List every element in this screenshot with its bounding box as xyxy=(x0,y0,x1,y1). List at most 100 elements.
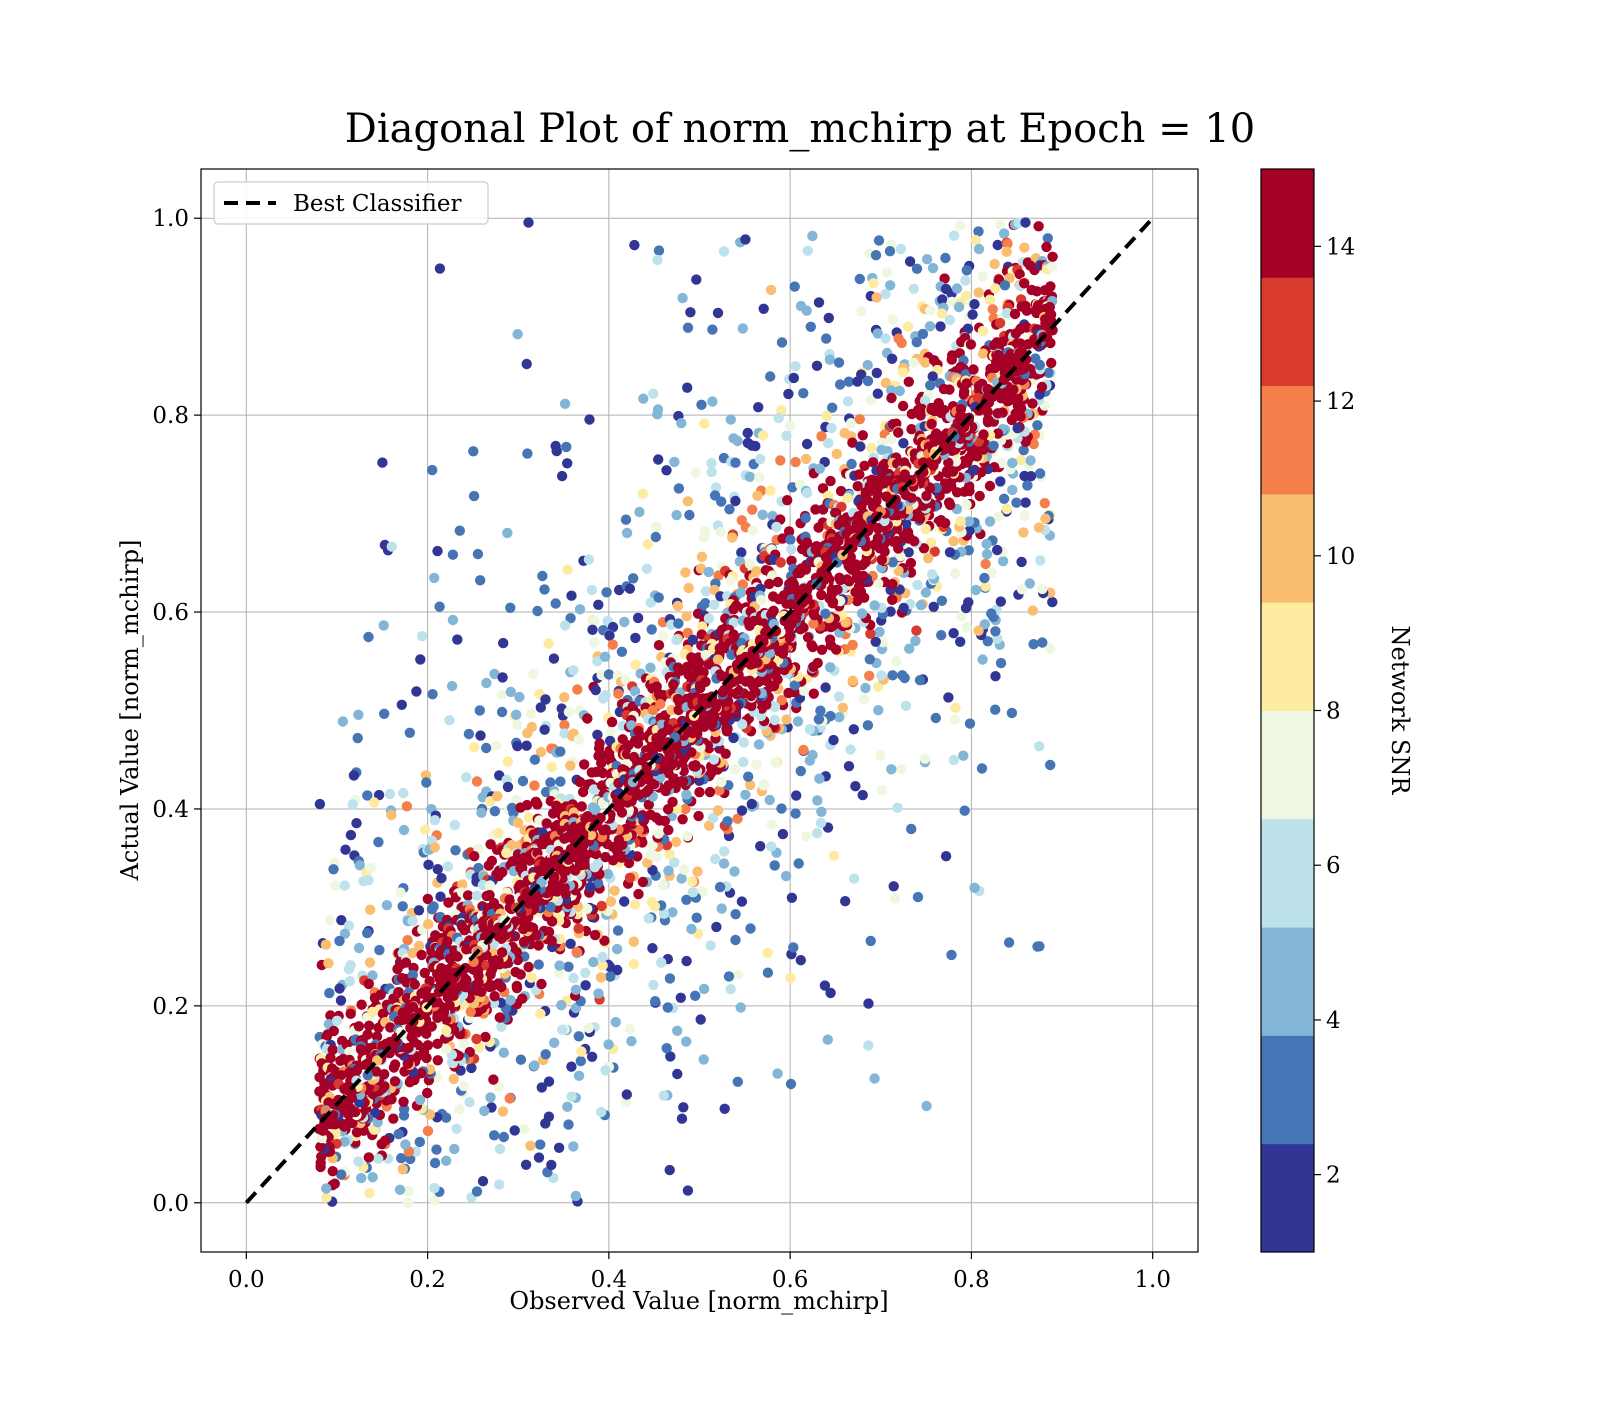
data-point xyxy=(786,544,797,555)
data-point xyxy=(327,1044,338,1056)
data-point xyxy=(566,1061,577,1072)
data-point xyxy=(565,613,576,624)
data-point xyxy=(1034,741,1045,752)
data-point xyxy=(949,714,960,725)
data-point xyxy=(681,1036,692,1047)
data-point xyxy=(721,723,732,734)
data-point xyxy=(790,456,801,468)
data-point xyxy=(786,892,798,903)
data-point xyxy=(997,556,1009,567)
data-point xyxy=(397,1164,408,1175)
data-point xyxy=(1027,605,1039,616)
data-point xyxy=(790,808,801,819)
data-point xyxy=(589,637,600,648)
data-point xyxy=(620,514,632,525)
data-point xyxy=(471,776,483,787)
data-point xyxy=(429,1157,441,1169)
data-point xyxy=(497,672,508,683)
data-point xyxy=(392,963,403,975)
data-point xyxy=(403,1185,414,1197)
data-point xyxy=(523,812,534,823)
data-point xyxy=(816,644,828,655)
data-point xyxy=(990,704,1001,715)
data-point xyxy=(887,578,898,590)
data-point xyxy=(441,1043,452,1055)
data-point xyxy=(573,923,584,934)
data-point xyxy=(446,680,458,692)
data-point xyxy=(943,692,954,703)
data-point xyxy=(672,1025,683,1037)
data-point xyxy=(603,669,615,680)
data-point xyxy=(964,481,975,492)
data-point xyxy=(707,324,718,335)
data-point xyxy=(895,551,906,562)
data-point xyxy=(735,1002,746,1013)
data-point xyxy=(630,632,641,644)
data-point xyxy=(515,1054,527,1065)
data-point xyxy=(783,687,794,699)
data-point xyxy=(795,765,806,777)
data-point xyxy=(808,618,819,629)
data-point xyxy=(953,301,965,313)
data-point xyxy=(936,630,947,641)
data-point xyxy=(611,943,623,955)
data-point xyxy=(872,681,884,692)
colorbar-segment xyxy=(1261,385,1314,495)
data-point xyxy=(969,882,980,893)
data-point xyxy=(821,333,832,344)
data-point xyxy=(543,1076,555,1087)
data-point xyxy=(367,970,378,981)
data-point xyxy=(1028,438,1040,450)
data-point xyxy=(915,599,927,611)
data-point xyxy=(1046,357,1057,369)
data-point xyxy=(791,790,802,801)
data-point xyxy=(990,626,1001,637)
data-point xyxy=(821,410,832,422)
data-point xyxy=(960,275,971,286)
data-point xyxy=(473,843,484,854)
colorbar-label: Network SNR xyxy=(1386,626,1414,796)
data-point xyxy=(777,533,788,544)
data-point xyxy=(600,1065,611,1076)
data-point xyxy=(429,572,440,584)
data-point xyxy=(465,1006,476,1017)
data-point xyxy=(736,896,748,907)
data-point xyxy=(633,888,644,900)
data-point xyxy=(587,624,598,635)
data-point xyxy=(825,987,836,999)
data-point xyxy=(642,539,654,550)
data-point xyxy=(915,410,926,421)
data-point xyxy=(541,818,552,829)
data-point xyxy=(386,541,397,552)
data-point xyxy=(725,984,736,995)
data-point xyxy=(706,458,717,469)
data-point xyxy=(477,1176,489,1187)
y-tick-label: 0.4 xyxy=(152,797,189,823)
data-point xyxy=(950,568,961,579)
data-point xyxy=(599,935,610,946)
data-point xyxy=(1032,941,1043,952)
data-point xyxy=(334,935,345,947)
data-point xyxy=(793,858,804,869)
data-point xyxy=(596,1106,607,1118)
data-point xyxy=(370,1107,381,1119)
data-point xyxy=(852,376,863,387)
data-point xyxy=(1007,484,1018,496)
data-point xyxy=(973,243,985,255)
data-point xyxy=(970,235,981,246)
data-point xyxy=(480,1031,491,1043)
data-point xyxy=(375,989,386,1000)
data-point xyxy=(732,435,743,447)
data-point xyxy=(1036,381,1048,393)
data-point xyxy=(647,864,658,876)
data-point xyxy=(525,708,537,719)
data-point xyxy=(494,1179,505,1190)
data-point xyxy=(911,337,922,348)
data-point xyxy=(363,875,374,886)
colorbar-segment xyxy=(1261,1143,1314,1253)
data-point xyxy=(926,418,937,430)
data-point xyxy=(940,851,952,862)
data-point xyxy=(492,791,503,802)
data-point xyxy=(389,1076,401,1087)
data-point xyxy=(923,553,934,564)
